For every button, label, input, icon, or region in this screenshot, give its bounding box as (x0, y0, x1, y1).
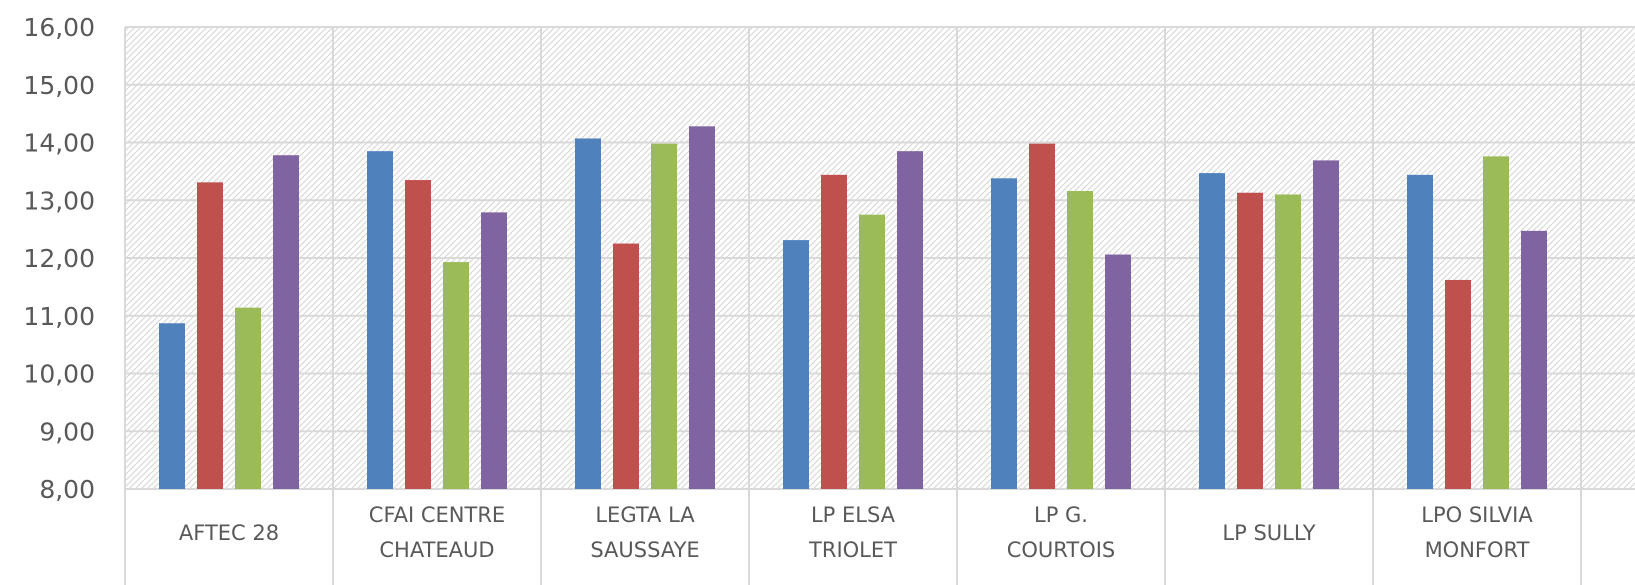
bars (159, 126, 1547, 490)
y-tick-label: 14,00 (23, 129, 95, 158)
x-tick-label: COURTOIS (1007, 538, 1116, 562)
x-tick-label: LEGTA LA (595, 503, 695, 527)
x-tick-label: LPO SILVIA (1421, 503, 1533, 527)
bar (405, 180, 431, 489)
x-tick-label: MONFORT (1425, 538, 1530, 562)
y-tick-label: 10,00 (23, 360, 95, 389)
bar (991, 178, 1017, 489)
bar (821, 174, 847, 489)
y-tick-label: 15,00 (23, 71, 95, 100)
x-tick-label: CFAI CENTRE (369, 503, 505, 527)
bar (197, 182, 223, 489)
bar (1067, 191, 1093, 489)
bar (367, 151, 393, 489)
bar (273, 155, 299, 489)
bar (1407, 174, 1433, 489)
x-tick-label: CHATEAUD (379, 538, 494, 562)
bar (613, 243, 639, 489)
y-axis: 8,00 9,00 10,00 11,00 12,00 13,00 14,00 15,00 16… (23, 13, 95, 504)
x-tick-label: SAUSSAYE (590, 538, 699, 562)
bar (443, 262, 469, 489)
x-tick-label: AFTEC 28 (179, 521, 279, 545)
y-tick-label: 12,00 (23, 244, 95, 273)
bar (651, 143, 677, 489)
y-tick-label: 13,00 (23, 186, 95, 215)
bar (1105, 254, 1131, 489)
bar (1313, 160, 1339, 489)
bar (1199, 173, 1225, 490)
bar (575, 138, 601, 489)
bar (1445, 279, 1471, 489)
bar (1275, 194, 1301, 489)
x-tick-label: LP ELSA (811, 503, 896, 527)
y-tick-label: 16,00 (23, 13, 95, 42)
y-tick-label: 11,00 (23, 302, 95, 331)
x-tick-label: TRIOLET (808, 538, 897, 562)
bar (1029, 143, 1055, 489)
y-tick-label: 8,00 (39, 475, 95, 504)
bar (235, 307, 261, 489)
bar (859, 214, 885, 489)
bar (783, 240, 809, 489)
bar (1483, 156, 1509, 490)
x-axis: AFTEC 28 CFAI CENTRE CHATEAUD LEGTA LA SAUSS… (179, 503, 1533, 562)
x-tick-label: LP SULLY (1222, 521, 1315, 545)
bar (689, 126, 715, 489)
bar (159, 323, 185, 489)
x-tick-label: LP G. (1034, 503, 1088, 527)
bar (897, 151, 923, 489)
bar (1237, 192, 1263, 489)
bar (1521, 230, 1547, 490)
bar (481, 212, 507, 489)
y-tick-label: 9,00 (39, 417, 95, 446)
